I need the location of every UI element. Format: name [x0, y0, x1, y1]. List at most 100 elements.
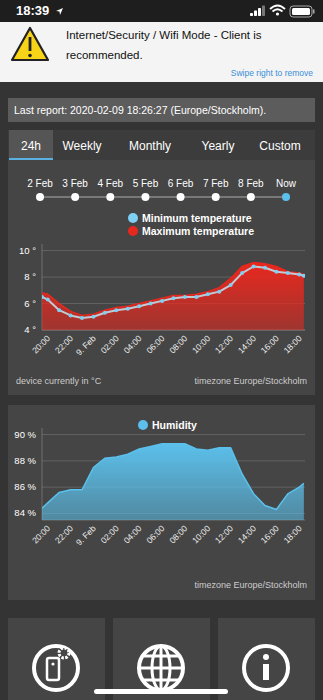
legend-swatch: [138, 420, 148, 430]
point: [126, 307, 130, 311]
point: [217, 290, 221, 294]
timeline-dot[interactable]: [36, 193, 44, 201]
x-tick-label: 16:00: [259, 333, 281, 355]
x-tick-label: 06:00: [144, 333, 166, 355]
nav-icon-ring: [139, 646, 183, 690]
wifi-icon: [270, 6, 285, 12]
x-tick-label: 9. Feb: [74, 523, 98, 547]
banner-action[interactable]: Swipe right to remove: [231, 68, 313, 78]
point: [302, 274, 305, 278]
point: [46, 298, 50, 302]
x-tick-label: 08:00: [167, 333, 189, 355]
signal-bar: [258, 8, 261, 16]
chart: Minimum temperatureMaximum temperature 4 …: [16, 212, 307, 386]
globe-equator: [139, 667, 183, 670]
nav-icon-ring: [34, 646, 78, 690]
plot-area: [42, 444, 304, 520]
x-tick-label: 04:00: [121, 523, 143, 545]
x-tick-label: 18:00: [282, 333, 304, 355]
area-fill: [42, 444, 304, 520]
tab[interactable]: Monthly: [129, 139, 171, 153]
chart-card: [8, 130, 315, 395]
timeline-dot[interactable]: [141, 193, 149, 201]
y-axis-line: [42, 428, 43, 520]
area-line: [42, 444, 304, 510]
point: [252, 264, 256, 268]
x-tick-label: 10:00: [190, 333, 212, 355]
y-tick-label: 4 °: [24, 324, 36, 335]
legend-label: Minimum temperature: [142, 212, 252, 224]
x-tick-label: 04:00: [121, 333, 143, 355]
y-tick-label: 90 %: [14, 429, 36, 440]
location-icon: [56, 8, 63, 15]
x-tick-label: 12:00: [213, 523, 235, 545]
point: [80, 316, 84, 320]
x-tick-label: 02:00: [99, 333, 121, 355]
timeline-label[interactable]: 4 Feb: [97, 178, 123, 189]
timeline-label[interactable]: 3 Feb: [62, 178, 88, 189]
tab[interactable]: Weekly: [62, 139, 101, 153]
x-tick-label: 08:00: [167, 523, 189, 545]
legend-label: Humidity: [152, 419, 197, 431]
point: [69, 313, 73, 317]
timeline-dot[interactable]: [212, 193, 220, 201]
grid-line: [42, 250, 305, 251]
y-tick-label: 6 °: [24, 298, 36, 309]
banner-text: recommended.: [66, 49, 143, 61]
banner: [0, 22, 323, 82]
globe-parallels: [144, 656, 178, 680]
gear-icon: [59, 648, 69, 658]
timeline-label[interactable]: 8 Feb: [238, 178, 264, 189]
nav-button[interactable]: [8, 618, 105, 700]
timeline-dot[interactable]: [177, 193, 185, 201]
timeline-label[interactable]: 2 Feb: [27, 178, 53, 189]
tab[interactable]: 24h: [21, 139, 41, 153]
point: [91, 315, 95, 319]
timeline-dot[interactable]: [71, 193, 79, 201]
tab[interactable]: Custom: [259, 139, 300, 153]
x-tick-label: 22:00: [53, 333, 75, 355]
signal-bar: [250, 13, 253, 16]
point: [286, 271, 290, 275]
timeline-label[interactable]: 5 Feb: [133, 178, 159, 189]
battery-outline: [290, 6, 312, 17]
x-tick-label: 12:00: [213, 333, 235, 355]
nav-button[interactable]: [113, 618, 210, 700]
report-bar: [8, 98, 315, 122]
x-tick-label: 10:00: [190, 523, 212, 545]
wifi-icon-dot: [276, 12, 279, 15]
warning-icon-dot: [28, 54, 32, 58]
x-tick-label: 14:00: [236, 333, 258, 355]
x-tick-label: 06:00: [144, 523, 166, 545]
legend-swatch: [128, 213, 138, 223]
point: [194, 295, 198, 299]
annotation: timezone Europe/Stockholm: [194, 376, 307, 386]
legend-label: Maximum temperature: [142, 225, 254, 237]
point: [297, 272, 301, 276]
warning-icon: [12, 28, 48, 60]
nav-icon-ring: [244, 646, 288, 690]
x-tick-label: 14:00: [236, 523, 258, 545]
tab[interactable]: Yearly: [202, 139, 235, 153]
timeline-label[interactable]: 6 Feb: [168, 178, 194, 189]
x-tick-label: 20:00: [30, 523, 52, 545]
nav-button[interactable]: [218, 618, 315, 700]
point: [137, 304, 141, 308]
signal-bar: [254, 11, 257, 17]
point: [114, 308, 118, 312]
point: [42, 295, 44, 299]
report-text: Last report: 2020-02-09 18:26:27 (Europe…: [14, 104, 266, 116]
plot-area: [42, 263, 305, 330]
timeline-dot[interactable]: [106, 193, 114, 201]
status-time: 18:39: [16, 3, 49, 18]
timeline-label[interactable]: Now: [276, 178, 297, 189]
annotation: device currently in °C: [16, 376, 102, 386]
timeline-dot[interactable]: [282, 193, 290, 201]
timeline-label[interactable]: 7 Feb: [203, 178, 229, 189]
home-indicator: [94, 689, 228, 694]
legend-swatch: [128, 226, 138, 236]
point: [229, 283, 233, 287]
y-tick-label: 10 °: [19, 245, 36, 256]
timeline-dot[interactable]: [247, 193, 255, 201]
y-tick-label: 84 %: [14, 507, 36, 518]
